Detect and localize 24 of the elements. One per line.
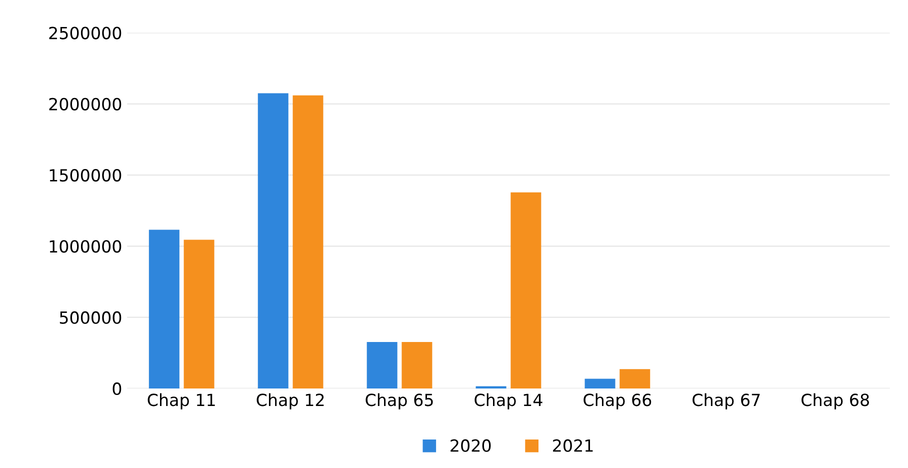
- bar: [510, 192, 542, 388]
- bar: [292, 95, 324, 388]
- x-tick-label: Chap 65: [366, 393, 433, 410]
- x-tick-label: Chap 14: [474, 393, 542, 410]
- bar: [148, 230, 180, 388]
- y-tick-label: 1000000: [50, 240, 122, 253]
- x-tick-label: Chap 11: [148, 393, 215, 410]
- x-tick-label: Chap 12: [256, 393, 324, 410]
- y-tick-label: 2000000: [49, 98, 122, 110]
- legend-label: 2020: [450, 439, 491, 452]
- y-tick-label: 1500000: [50, 168, 122, 182]
- bar: [366, 342, 398, 388]
- bar: [620, 369, 650, 388]
- y-tick-label: 500000: [60, 311, 122, 324]
- bar: [584, 378, 616, 388]
- y-tick-label: 2500000: [49, 26, 122, 40]
- bar: [184, 240, 214, 388]
- x-tick-label: Chap 68: [802, 393, 869, 410]
- x-tick-label: Chap 67: [692, 393, 760, 410]
- x-tick-label: Chap 66: [584, 393, 652, 410]
- y-tick-label: 0: [112, 382, 122, 396]
- bar: [402, 342, 432, 388]
- bar: [258, 93, 288, 388]
- legend-label: 2021: [553, 439, 593, 452]
